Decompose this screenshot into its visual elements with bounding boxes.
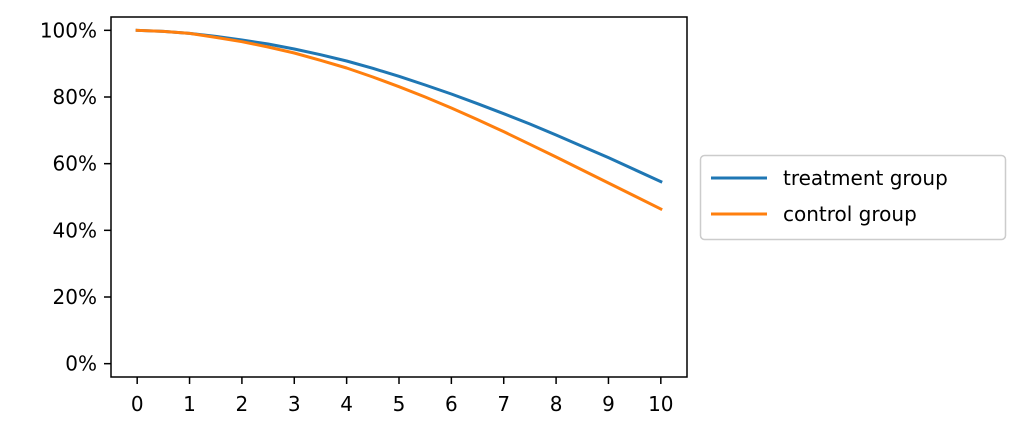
x-tick-label: 9 xyxy=(602,392,615,416)
y-tick-label: 60% xyxy=(53,152,97,176)
series-line-control-group xyxy=(135,28,663,212)
series-layer xyxy=(135,28,663,212)
y-axis: 0% 20% 40% 60% 80% 100% xyxy=(40,18,111,376)
x-tick-label: 1 xyxy=(183,392,196,416)
x-tick-label: 0 xyxy=(131,392,144,416)
legend: treatment group control group xyxy=(699,154,1007,241)
y-tick-label: 100% xyxy=(40,18,97,42)
x-tick-label: 5 xyxy=(393,392,406,416)
x-tick-label: 4 xyxy=(340,392,353,416)
x-tick-label: 10 xyxy=(648,392,673,416)
y-tick-label: 80% xyxy=(53,85,97,109)
y-tick-label: 40% xyxy=(53,218,97,242)
legend-label: treatment group xyxy=(783,166,948,190)
x-tick-label: 6 xyxy=(445,392,458,416)
y-tick-label: 0% xyxy=(65,352,97,376)
legend-label: control group xyxy=(783,202,917,226)
x-tick-label: 8 xyxy=(550,392,563,416)
legend-box xyxy=(699,154,1007,241)
x-tick-label: 7 xyxy=(497,392,510,416)
x-axis: 0 1 2 3 4 5 6 7 8 9 10 xyxy=(131,377,674,416)
y-tick-label: 20% xyxy=(53,285,97,309)
plot-frame xyxy=(110,16,688,378)
x-tick-label: 3 xyxy=(288,392,301,416)
x-tick-label: 2 xyxy=(236,392,249,416)
